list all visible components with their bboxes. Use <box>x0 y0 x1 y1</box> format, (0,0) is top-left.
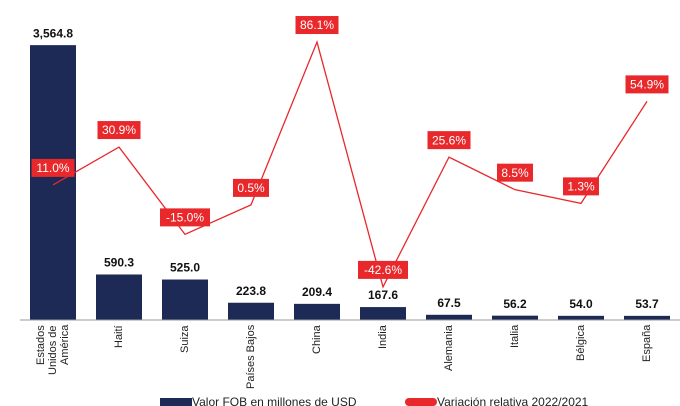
x-tick-label: Italia <box>509 325 521 349</box>
line-value-text: -15.0% <box>166 211 204 225</box>
line-value-text: 30.9% <box>102 123 136 137</box>
bar <box>492 315 538 320</box>
legend-swatch <box>160 398 192 406</box>
legend-label: Valor FOB en millones de USD <box>192 395 357 406</box>
bar-value-label: 56.2 <box>503 297 527 311</box>
line-value-text: 0.5% <box>237 181 265 195</box>
bar-value-label: 209.4 <box>302 285 332 299</box>
line-value-text: 54.9% <box>630 78 664 92</box>
x-tick-label: Haití <box>113 325 125 348</box>
label-box <box>31 158 75 177</box>
x-tick-label: China <box>311 325 323 354</box>
line-value-label: 25.6% <box>427 131 471 150</box>
label-box <box>497 163 533 182</box>
line-value-label: -15.0% <box>160 208 210 227</box>
x-tick-label: España <box>641 325 653 363</box>
label-box <box>358 260 408 279</box>
bar <box>360 307 406 320</box>
line <box>52 39 648 289</box>
bar-value-label: 223.8 <box>236 284 266 298</box>
bar-value-label: 67.5 <box>437 296 461 310</box>
bar <box>162 279 208 320</box>
label-box <box>563 177 599 196</box>
label-box <box>233 178 269 197</box>
label-box <box>295 16 339 35</box>
line-value-label: 0.5% <box>233 178 269 197</box>
line-value-text: -42.6% <box>364 263 402 277</box>
line-value-text: 8.5% <box>501 166 529 180</box>
label-box <box>97 121 141 140</box>
bar-value-label: 167.6 <box>368 288 398 302</box>
bar-value-label: 590.3 <box>104 256 134 270</box>
line-value-label: 1.3% <box>563 177 599 196</box>
x-tick-label: Bélgica <box>575 325 587 362</box>
line-value-label: 8.5% <box>497 163 533 182</box>
line-value-label: 54.9% <box>625 75 669 94</box>
label-box <box>625 75 669 94</box>
legend-label: Variación relativa 2022/2021 <box>437 395 589 406</box>
line-value-label: 86.1% <box>295 16 339 35</box>
label-box <box>160 208 210 227</box>
x-tick-label: Estados Unidos de América <box>35 325 71 375</box>
bar-value-label: 53.7 <box>635 297 659 311</box>
legend-swatch <box>405 398 437 406</box>
line-value-label: 11.0% <box>31 158 75 177</box>
bar <box>228 302 274 320</box>
line-value-text: 11.0% <box>36 161 69 175</box>
line-value-text: 86.1% <box>300 18 334 32</box>
bar <box>558 315 604 320</box>
line-value-text: 25.6% <box>432 133 466 147</box>
x-tick-label: India <box>377 325 389 349</box>
label-box <box>427 131 471 150</box>
bar-value-label: 3,564.8 <box>33 26 73 40</box>
bar <box>30 45 76 320</box>
bar <box>426 314 472 320</box>
line-value-label: -42.6% <box>358 260 408 279</box>
bar-value-label: 525.0 <box>170 261 200 275</box>
line-value-text: 1.3% <box>567 180 595 194</box>
x-tick-label: Suiza <box>179 325 191 353</box>
bar <box>624 315 670 320</box>
x-tick-label: Países Bajos <box>245 325 257 390</box>
x-tick-label: Alemania <box>443 325 455 371</box>
line-value-label: 30.9% <box>97 121 141 140</box>
bar-value-label: 54.0 <box>569 297 593 311</box>
bar <box>294 303 340 320</box>
bar <box>96 274 142 320</box>
